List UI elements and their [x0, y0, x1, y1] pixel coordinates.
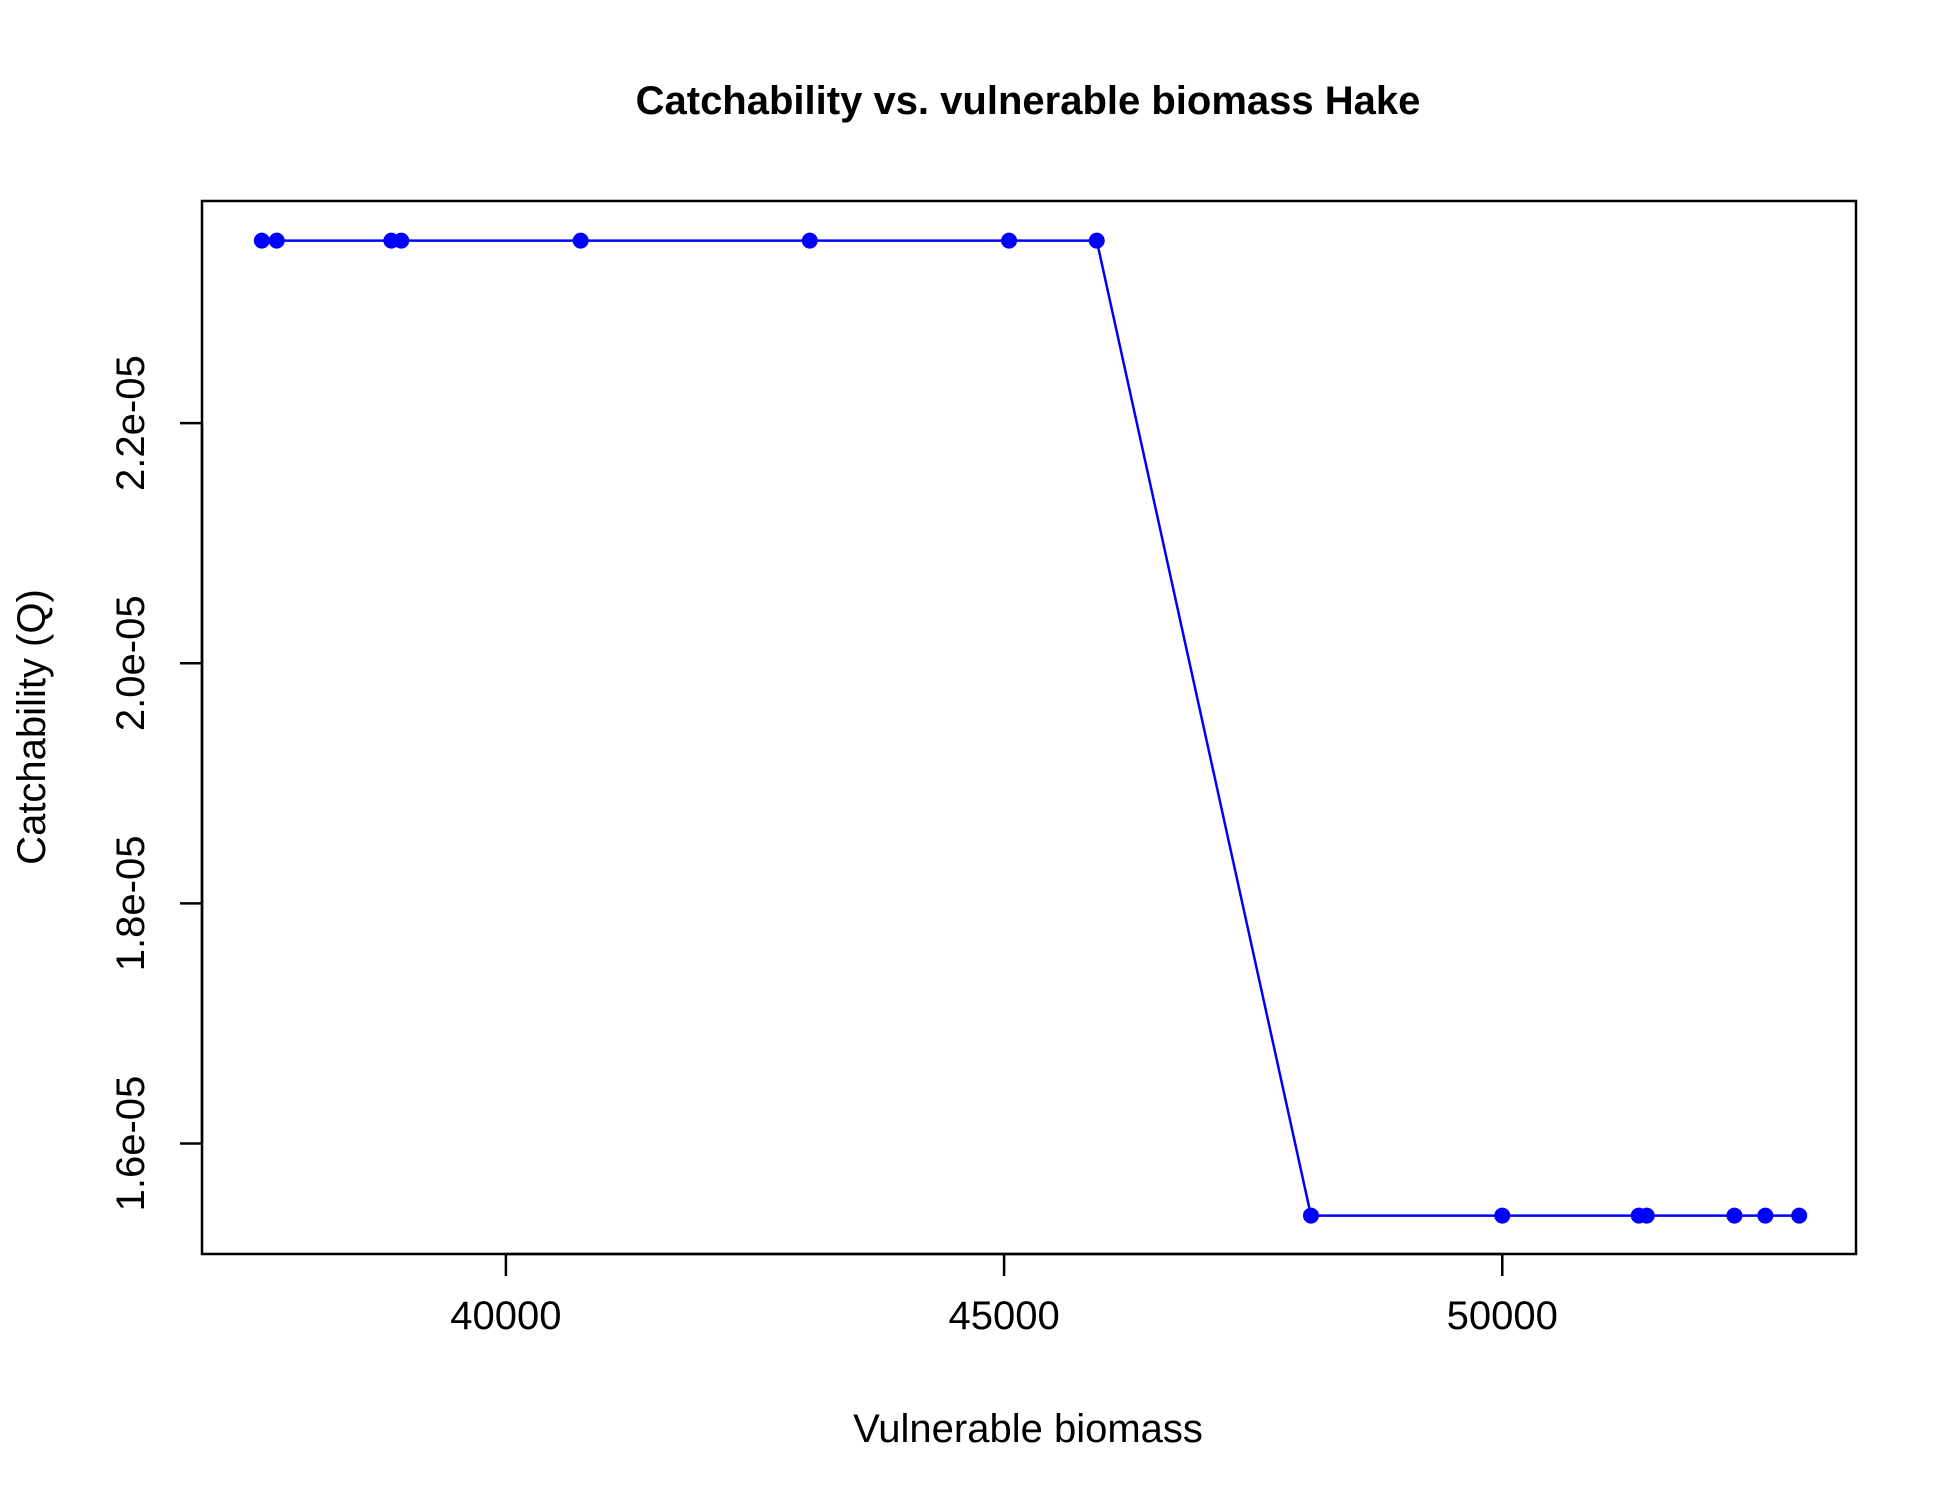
series-line	[261, 239, 1800, 1217]
x-tick-label: 40000	[450, 1294, 561, 1338]
y-axis-label: Catchability (Q)	[10, 589, 54, 865]
data-point	[1302, 1207, 1319, 1224]
y-tick-label: 1.6e-05	[109, 1076, 153, 1212]
data-point	[1088, 232, 1105, 249]
data-point	[801, 232, 818, 249]
data-point	[572, 232, 589, 249]
data-point	[1638, 1207, 1655, 1224]
data-point	[253, 232, 270, 249]
series-layer	[253, 232, 1808, 1224]
x-axis-label: Vulnerable biomass	[853, 1407, 1203, 1451]
chart-title: Catchability vs. vulnerable biomass Hake	[636, 79, 1421, 123]
x-tick-label: 45000	[948, 1294, 1059, 1338]
x-tick-label: 50000	[1447, 1294, 1558, 1338]
y-tick-label: 2.0e-05	[109, 595, 153, 731]
data-point	[1757, 1207, 1774, 1224]
data-point	[1791, 1207, 1808, 1224]
data-point	[1494, 1207, 1511, 1224]
data-point	[1726, 1207, 1743, 1224]
data-point	[1001, 232, 1018, 249]
y-tick-label: 1.8e-05	[109, 836, 153, 972]
plot-frame	[200, 199, 1858, 1256]
y-tick-label: 2.2e-05	[109, 355, 153, 491]
data-point	[268, 232, 285, 249]
data-point	[393, 232, 410, 249]
x-axis: 40000 45000 50000	[450, 1252, 1558, 1338]
y-axis: 1.6e-05 1.8e-05 2.0e-05 2.2e-05	[109, 355, 204, 1212]
